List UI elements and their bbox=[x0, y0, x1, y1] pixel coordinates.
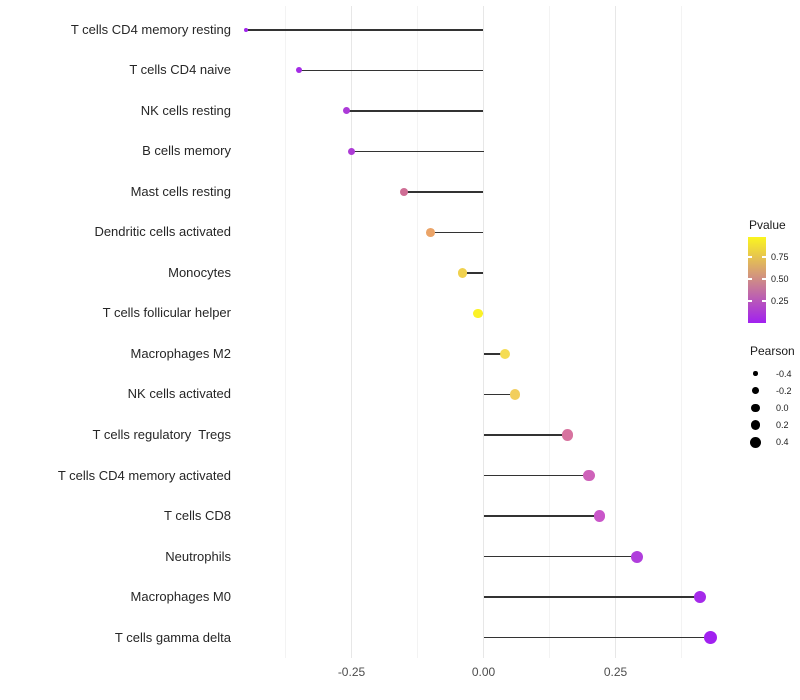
y-axis-label: B cells memory bbox=[142, 143, 231, 159]
lollipop-dot bbox=[426, 227, 436, 237]
legend-entry-label: 0.2 bbox=[776, 420, 789, 431]
y-axis-label: NK cells activated bbox=[127, 386, 231, 402]
y-axis-label: T cells regulatory Tregs bbox=[92, 427, 231, 442]
lollipop-stem bbox=[245, 29, 484, 31]
grid-line-major bbox=[351, 6, 352, 658]
legend-size-dot bbox=[752, 387, 759, 395]
legend-pearson: Pearson -0.4 -0.2 0.0 0.2 0.4 bbox=[744, 344, 795, 451]
y-axis-label: Mast cells resting bbox=[130, 183, 231, 199]
x-axis-tick-label: 0.25 bbox=[603, 665, 628, 679]
lollipop-dot bbox=[583, 469, 595, 482]
lollipop-stem bbox=[404, 191, 484, 193]
y-axis-label: Macrophages M0 bbox=[130, 589, 231, 605]
lollipop-stem bbox=[483, 596, 700, 598]
y-axis-label: T cells CD4 memory resting bbox=[70, 21, 231, 37]
legend-size-dot bbox=[750, 420, 761, 431]
legend-size-dot bbox=[751, 403, 760, 413]
y-axis-label: T cells CD4 memory activated bbox=[57, 467, 231, 483]
lollipop-dot bbox=[457, 268, 468, 278]
colorbar-tick-label: 0.75 bbox=[771, 251, 789, 262]
grid-line-minor bbox=[681, 6, 682, 658]
legend-pearson-title: Pearson bbox=[750, 344, 795, 358]
y-axis-label: NK cells resting bbox=[140, 102, 231, 118]
legend-pearson-entries: -0.4 -0.2 0.0 0.2 0.4 bbox=[744, 365, 795, 451]
lollipop-dot bbox=[473, 308, 484, 319]
lollipop-dot bbox=[400, 187, 409, 197]
colorbar-tick-mark bbox=[748, 256, 752, 258]
colorbar-tick-mark bbox=[748, 278, 752, 280]
legend-key bbox=[744, 403, 767, 413]
colorbar-tick-mark bbox=[748, 300, 752, 302]
legend-key bbox=[744, 371, 767, 376]
lollipop-dot bbox=[630, 550, 643, 563]
lollipop-dot bbox=[693, 590, 707, 604]
grid-line-major bbox=[615, 6, 616, 658]
lollipop-stem bbox=[483, 474, 590, 477]
y-axis-label: Neutrophils bbox=[165, 548, 231, 564]
colorbar-tick-label: 0.50 bbox=[771, 273, 789, 284]
colorbar-tick-mark bbox=[762, 278, 766, 280]
lollipop-stem bbox=[462, 272, 484, 274]
y-axis-label: Monocytes bbox=[168, 264, 231, 280]
legend-key bbox=[744, 436, 767, 448]
y-axis-label: Dendritic cells activated bbox=[94, 224, 231, 240]
y-axis-label: T cells CD4 naive bbox=[129, 62, 231, 78]
lollipop-stem bbox=[483, 393, 516, 396]
y-axis-label: Macrophages M2 bbox=[130, 345, 231, 361]
y-axis-label: T cells gamma delta bbox=[114, 629, 231, 645]
legend-entry-label: -0.2 bbox=[776, 385, 792, 396]
grid-line-major bbox=[483, 6, 484, 658]
legend-entry: 0.4 bbox=[744, 434, 795, 451]
lollipop-dot bbox=[562, 429, 574, 441]
legend-entry: 0.0 bbox=[744, 399, 795, 416]
legend-size-dot bbox=[749, 436, 762, 448]
pvalue-colorbar bbox=[748, 237, 766, 323]
grid-line-minor bbox=[417, 6, 418, 658]
y-axis-label: T cells CD8 bbox=[164, 508, 231, 524]
lollipop-stem bbox=[483, 555, 637, 558]
colorbar-tick-mark bbox=[762, 300, 766, 302]
lollipop-stem bbox=[351, 150, 484, 153]
lollipop-dot bbox=[499, 348, 510, 359]
grid-line-minor bbox=[285, 6, 286, 658]
colorbar-tick-mark bbox=[762, 256, 766, 258]
legend-size-dot bbox=[753, 371, 758, 376]
lollipop-dot bbox=[593, 510, 606, 522]
legend-pvalue-title: Pvalue bbox=[749, 218, 786, 232]
legend-key bbox=[744, 387, 767, 395]
lollipop-stem bbox=[298, 69, 484, 72]
legend-entry: -0.2 bbox=[744, 382, 795, 399]
lollipop-stem bbox=[483, 636, 711, 639]
legend-entry-label: 0.4 bbox=[776, 437, 789, 448]
legend-pvalue: Pvalue 0.75 0.50 0.25 bbox=[744, 218, 789, 323]
grid-line-minor bbox=[549, 6, 550, 658]
lollipop-dot bbox=[243, 27, 248, 32]
x-axis-tick-label: 0.00 bbox=[471, 665, 496, 679]
lollipop-stem bbox=[483, 353, 505, 355]
lollipop-stem bbox=[346, 110, 484, 112]
legend-entry-label: 0.0 bbox=[776, 402, 789, 413]
lollipop-dot bbox=[510, 389, 521, 400]
y-axis-label: T cells follicular helper bbox=[102, 305, 231, 321]
lollipop-dot bbox=[295, 67, 302, 74]
legend-entry: -0.4 bbox=[744, 365, 795, 382]
lollipop-dot bbox=[347, 147, 356, 155]
lollipop-stem bbox=[430, 231, 484, 234]
lollipop-dot bbox=[704, 631, 717, 645]
x-axis-tick-label: -0.25 bbox=[337, 665, 366, 679]
legend-entry: 0.2 bbox=[744, 417, 795, 434]
lollipop-stem bbox=[483, 515, 600, 517]
lollipop-dot bbox=[342, 107, 350, 115]
lollipop-stem bbox=[483, 434, 568, 436]
colorbar-tick-label: 0.25 bbox=[771, 295, 789, 306]
legend-key bbox=[744, 420, 767, 431]
legend-entry-label: -0.4 bbox=[776, 368, 792, 379]
